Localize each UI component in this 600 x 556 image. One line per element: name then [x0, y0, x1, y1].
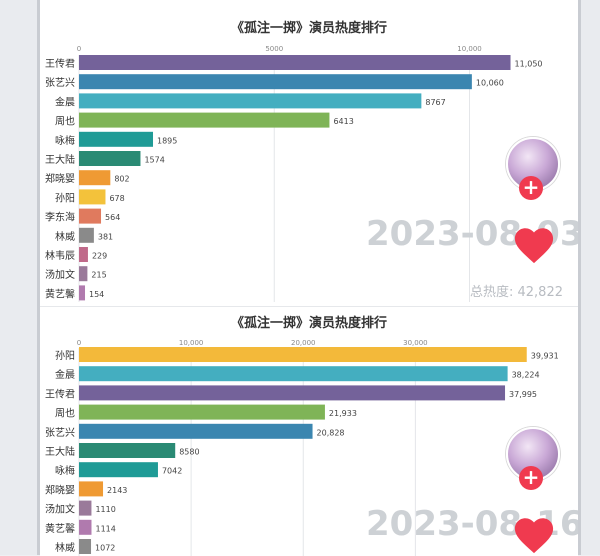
- category-label: 张艺兴: [45, 77, 75, 89]
- right-edge: [578, 0, 581, 555]
- bar: [79, 112, 330, 128]
- value-label: 1114: [95, 524, 115, 533]
- bar: [79, 151, 141, 166]
- total-heat-label: 总热度: 42,822: [470, 284, 563, 300]
- category-label: 黄艺馨: [45, 522, 75, 535]
- value-label: 6413: [333, 117, 353, 126]
- left-margin: [0, 0, 37, 555]
- bar: [79, 404, 325, 420]
- category-label: 黄艺馨: [45, 287, 75, 300]
- heart-icon[interactable]: [512, 225, 556, 265]
- bar: [79, 481, 104, 497]
- bar: [79, 189, 106, 205]
- x-tick-label: 30,000: [403, 339, 428, 347]
- value-label: 1574: [144, 156, 164, 165]
- bar: [79, 170, 111, 186]
- chart-panel-bottom: 《孤注一掷》演员热度排行 0 10,000 20,000 30,000 2023-08-1…: [40, 306, 578, 556]
- category-label: 汤加文: [45, 503, 75, 516]
- bar: [79, 519, 92, 535]
- chart-title: 《孤注一掷》演员热度排行: [231, 315, 387, 331]
- plus-icon[interactable]: +: [519, 176, 543, 200]
- category-label: 张艺兴: [45, 427, 75, 439]
- value-label: 8767: [425, 98, 445, 107]
- category-label: 李东海: [45, 211, 75, 224]
- category-label: 林韦辰: [45, 249, 75, 262]
- left-edge: [37, 0, 40, 555]
- bar: [79, 208, 102, 224]
- bar: [79, 462, 158, 478]
- value-label: 37,995: [509, 390, 537, 399]
- bar: [79, 247, 88, 262]
- category-label: 孙阳: [55, 191, 75, 204]
- bar: [79, 285, 86, 301]
- value-label: 215: [91, 271, 106, 280]
- value-label: 154: [89, 290, 104, 299]
- x-tick-label: 20,000: [291, 339, 316, 347]
- category-label: 林威: [55, 541, 75, 554]
- category-label: 孙阳: [55, 349, 75, 362]
- value-label: 38,224: [512, 371, 540, 380]
- x-tick-label: 10,000: [179, 339, 204, 347]
- chart-panel-top: 《孤注一掷》演员热度排行 0 5000 10,000 2023-08-03 王传君 11,0…: [40, 0, 578, 306]
- category-label: 林威: [55, 230, 75, 243]
- value-label: 564: [105, 213, 120, 222]
- category-label: 王大陆: [45, 445, 75, 458]
- bar: [79, 74, 472, 90]
- bar: [79, 385, 506, 401]
- value-label: 11,050: [515, 60, 543, 69]
- value-label: 21,933: [329, 409, 357, 418]
- category-label: 周也: [55, 407, 75, 420]
- value-label: 1072: [95, 544, 115, 553]
- category-label: 郑晓婴: [45, 172, 75, 185]
- category-label: 汤加文: [45, 268, 75, 281]
- bar: [79, 93, 422, 109]
- bar: [79, 227, 94, 243]
- category-label: 郑晓婴: [45, 483, 75, 496]
- value-label: 802: [114, 175, 129, 184]
- category-label: 周也: [55, 115, 75, 128]
- bar: [79, 539, 92, 554]
- bar: [79, 266, 88, 282]
- category-label: 王传君: [45, 388, 75, 400]
- bar: [79, 55, 511, 70]
- bar: [79, 500, 92, 516]
- heart-icon[interactable]: [512, 515, 556, 555]
- value-label: 20,828: [317, 428, 345, 437]
- value-label: 8580: [179, 448, 199, 457]
- bar: [79, 366, 508, 382]
- x-tick-label: 0: [77, 45, 81, 53]
- value-label: 7042: [162, 467, 182, 476]
- category-label: 金晨: [55, 95, 75, 108]
- value-label: 678: [109, 194, 124, 203]
- category-label: 金晨: [55, 368, 75, 381]
- category-label: 王传君: [45, 58, 75, 70]
- value-label: 39,931: [531, 352, 559, 361]
- value-label: 1110: [95, 505, 115, 514]
- category-label: 咏梅: [55, 464, 75, 477]
- x-tick-label: 5000: [265, 45, 283, 53]
- bar: [79, 423, 313, 439]
- x-tick-label: 0: [77, 339, 81, 347]
- value-label: 381: [98, 232, 113, 241]
- value-label: 10,060: [476, 79, 504, 88]
- x-tick-label: 10,000: [457, 45, 482, 53]
- category-label: 咏梅: [55, 134, 75, 147]
- right-margin: [578, 0, 600, 555]
- bar: [79, 131, 154, 147]
- plus-icon[interactable]: +: [519, 466, 543, 490]
- bar: [79, 347, 527, 362]
- chart-title: 《孤注一掷》演员热度排行: [231, 20, 387, 36]
- value-label: 2143: [107, 486, 127, 495]
- bar: [79, 443, 176, 458]
- category-label: 王大陆: [45, 153, 75, 166]
- value-label: 1895: [157, 136, 177, 145]
- value-label: 229: [92, 252, 107, 261]
